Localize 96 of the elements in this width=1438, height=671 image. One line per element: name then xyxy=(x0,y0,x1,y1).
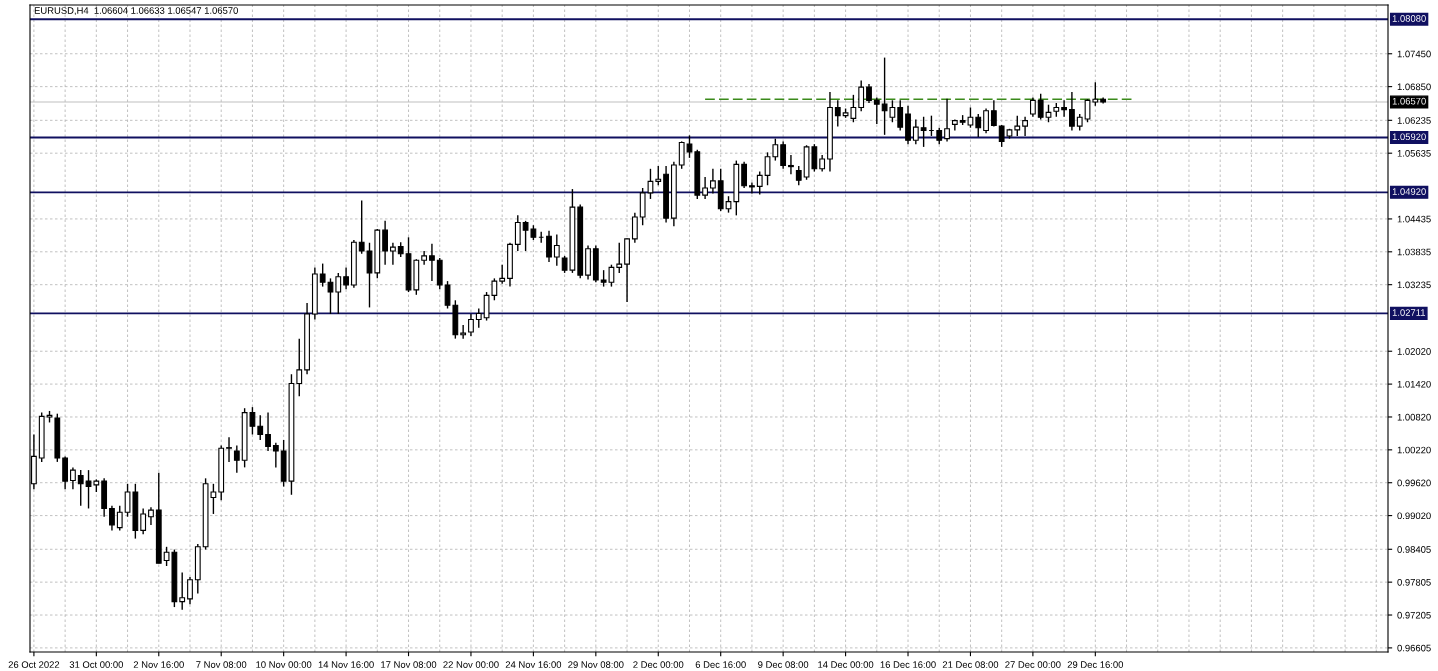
y-tick-label: 0.98405 xyxy=(1397,546,1431,553)
candlestick xyxy=(546,230,552,263)
y-tick-label: 0.99620 xyxy=(1397,479,1431,487)
y-tick-label: 1.04435 xyxy=(1397,215,1431,223)
ref-line-label: 1.04920 xyxy=(1392,188,1426,195)
candlestick xyxy=(1029,96,1036,118)
candlestick xyxy=(983,107,989,134)
x-tick-label: 31 Oct 00:00 xyxy=(69,661,124,668)
candlestick xyxy=(468,313,474,337)
candlestick xyxy=(226,436,232,463)
y-tick-label: 0.99020 xyxy=(1397,512,1431,520)
candlestick xyxy=(975,113,982,138)
candlestick xyxy=(296,337,303,397)
candlestick xyxy=(553,233,560,267)
x-tick-label: 9 Dec 08:00 xyxy=(758,661,809,668)
candlestick xyxy=(382,220,389,266)
candlestick xyxy=(77,469,84,507)
candlestick xyxy=(366,242,373,309)
candlestick xyxy=(631,211,638,244)
candlestick xyxy=(780,140,787,170)
candlestick xyxy=(62,455,69,490)
candlestick xyxy=(140,507,147,535)
candlestick xyxy=(335,272,342,315)
candlestick xyxy=(358,199,365,255)
candlestick xyxy=(795,165,802,186)
candlestick xyxy=(1037,93,1044,121)
candlestick xyxy=(702,176,708,200)
x-tick-label: 2 Dec 00:00 xyxy=(633,661,684,668)
x-tick-label: 10 Nov 00:00 xyxy=(256,661,312,668)
y-tick-label: 0.96605 xyxy=(1397,644,1431,652)
candlestick xyxy=(1061,99,1068,118)
candlestick xyxy=(741,160,748,189)
candlestick xyxy=(1069,91,1075,132)
x-tick-label: 21 Dec 08:00 xyxy=(942,661,999,668)
y-tick-label: 0.97205 xyxy=(1397,611,1431,619)
x-tick-label: 6 Dec 16:00 xyxy=(695,661,746,668)
candlestick xyxy=(343,266,349,291)
y-tick-label: 1.02020 xyxy=(1397,348,1431,355)
candlestick xyxy=(233,444,240,474)
candlestick xyxy=(272,442,279,469)
x-tick-label: 17 Nov 08:00 xyxy=(381,661,437,668)
candlestick xyxy=(944,97,950,143)
candlestick xyxy=(920,116,927,148)
x-tick-label: 7 Nov 08:00 xyxy=(196,661,247,668)
chart-title: EURUSD,H4 1.06604 1.06633 1.06547 1.06570 xyxy=(34,7,238,15)
candlestick xyxy=(1022,116,1028,137)
y-tick-label: 1.00220 xyxy=(1397,446,1431,454)
y-tick-label: 1.00820 xyxy=(1397,413,1431,421)
candlestick xyxy=(475,307,482,329)
candlestick xyxy=(179,571,186,611)
y-tick-label: 1.03835 xyxy=(1397,248,1431,256)
x-tick-label: 2 Nov 16:00 xyxy=(133,661,184,668)
candlestick xyxy=(514,214,521,252)
x-tick-label: 16 Dec 16:00 xyxy=(880,661,936,668)
x-tick-label: 27 Dec 00:00 xyxy=(1005,661,1061,668)
candlestick xyxy=(429,243,435,282)
y-tick-label: 1.06850 xyxy=(1397,83,1431,91)
candlestick xyxy=(858,79,865,112)
candlestick xyxy=(788,154,794,175)
candlestick xyxy=(499,263,506,285)
y-tick-label: 1.06235 xyxy=(1397,117,1431,124)
candlestick xyxy=(187,576,193,606)
candlestick xyxy=(257,414,264,441)
x-tick-label: 14 Nov 16:00 xyxy=(318,661,374,668)
candlestick xyxy=(749,181,755,195)
ref-line-label: 1.06570 xyxy=(1392,97,1426,105)
candlestick xyxy=(756,170,763,196)
x-tick-label: 29 Nov 08:00 xyxy=(568,661,624,668)
candlestick xyxy=(834,99,841,128)
candlestick xyxy=(390,242,396,266)
ref-line-label: 1.08080 xyxy=(1392,15,1426,22)
candlestick xyxy=(866,83,872,104)
y-tick-label: 1.03235 xyxy=(1397,281,1431,289)
y-tick-label: 1.01420 xyxy=(1397,380,1431,388)
candlestick xyxy=(710,168,716,195)
candlestick xyxy=(912,118,919,145)
ref-line-label: 1.02711 xyxy=(1392,309,1426,316)
y-tick-label: 0.97805 xyxy=(1397,578,1431,586)
candlestick xyxy=(109,505,115,532)
candlestick xyxy=(116,505,123,532)
x-tick-label: 22 Nov 00:00 xyxy=(443,661,499,668)
candlestick xyxy=(265,411,271,452)
x-tick-label: 14 Dec 00:00 xyxy=(818,661,874,668)
candlestick xyxy=(616,242,623,274)
candlestick xyxy=(873,96,880,125)
x-tick-label: 24 Nov 16:00 xyxy=(505,661,562,668)
candlestick xyxy=(897,99,904,132)
ref-line-label: 1.05920 xyxy=(1392,133,1426,141)
x-tick-label: 26 Oct 2022 xyxy=(8,661,60,668)
candlestick xyxy=(70,466,76,490)
y-tick-label: 1.07450 xyxy=(1397,50,1431,58)
x-tick-label: 29 Dec 16:00 xyxy=(1067,661,1124,668)
y-tick-label: 1.05635 xyxy=(1397,150,1431,157)
candlestick xyxy=(655,165,662,186)
candlestick xyxy=(990,99,997,128)
candlestick xyxy=(1014,114,1021,137)
